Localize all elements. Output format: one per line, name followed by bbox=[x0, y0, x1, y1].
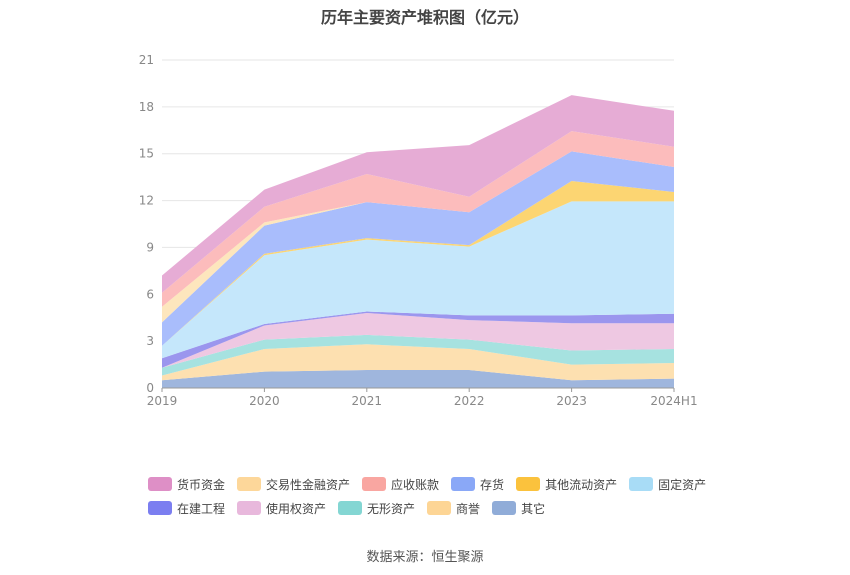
legend-row: 货币资金 交易性金融资产 应收账款 存货 其他流动资产 固定资产 bbox=[148, 472, 768, 496]
x-axis: 2019 2020 2021 2022 2023 2024H1 bbox=[147, 387, 698, 408]
legend-row: 在建工程 使用权资产 无形资产 商誉 其它 bbox=[148, 496, 768, 520]
y-tick-label: 9 bbox=[146, 240, 154, 254]
y-tick-label: 21 bbox=[139, 53, 154, 67]
legend-label: 交易性金融资产 bbox=[266, 477, 351, 492]
legend-label: 应收账款 bbox=[391, 477, 440, 492]
legend-swatch bbox=[148, 501, 172, 515]
legend-item[interactable]: 应收账款 bbox=[362, 472, 439, 496]
y-tick-label: 12 bbox=[139, 194, 154, 208]
x-tick-label: 2019 bbox=[147, 394, 178, 408]
legend-item[interactable]: 存货 bbox=[451, 472, 504, 496]
legend-label: 使用权资产 bbox=[266, 501, 327, 516]
x-tick-label: 2021 bbox=[352, 394, 383, 408]
legend-swatch bbox=[237, 477, 262, 491]
x-tick-label: 2023 bbox=[556, 394, 587, 408]
stacked-area-chart: 0 3 6 9 12 15 18 21 2019 2020 2021 2022 2023 2024H1 bbox=[139, 53, 698, 408]
area-series[interactable] bbox=[162, 131, 674, 307]
area-series[interactable] bbox=[162, 370, 674, 388]
legend-item[interactable]: 固定资产 bbox=[629, 472, 706, 496]
legend-swatch bbox=[338, 501, 363, 515]
area-series[interactable] bbox=[162, 201, 674, 359]
legend-swatch bbox=[516, 477, 541, 491]
area-series[interactable] bbox=[162, 334, 674, 376]
legend-swatch bbox=[362, 477, 387, 491]
area-series[interactable] bbox=[162, 344, 674, 381]
legend-item[interactable]: 商誉 bbox=[427, 496, 480, 520]
area-series[interactable] bbox=[162, 95, 674, 293]
legend-item[interactable]: 其它 bbox=[492, 496, 545, 520]
legend-swatch bbox=[629, 477, 654, 491]
legend-label: 商誉 bbox=[456, 501, 481, 516]
legend-label: 存货 bbox=[480, 477, 505, 492]
legend-label: 无形资产 bbox=[367, 501, 416, 516]
legend-item[interactable]: 无形资产 bbox=[338, 496, 415, 520]
area-series[interactable] bbox=[162, 313, 674, 368]
legend: 货币资金 交易性金融资产 应收账款 存货 其他流动资产 固定资产 在建工程 使用权资产 无形资… bbox=[148, 472, 768, 520]
legend-item[interactable]: 其他流动资产 bbox=[516, 472, 617, 496]
y-tick-label: 15 bbox=[139, 147, 154, 161]
area-series-group bbox=[162, 95, 674, 388]
y-tick-label: 6 bbox=[146, 287, 154, 301]
area-series[interactable] bbox=[162, 181, 674, 346]
legend-item[interactable]: 货币资金 bbox=[148, 472, 225, 496]
y-tick-label: 0 bbox=[146, 381, 154, 395]
legend-label: 其它 bbox=[521, 501, 546, 516]
x-tick-label: 2024H1 bbox=[650, 394, 697, 408]
legend-label: 其他流动资产 bbox=[545, 477, 618, 492]
x-tick-label: 2022 bbox=[454, 394, 485, 408]
legend-label: 固定资产 bbox=[658, 477, 707, 492]
source-note: 数据来源：恒生聚源 bbox=[366, 550, 484, 565]
area-series[interactable] bbox=[162, 151, 674, 346]
legend-swatch bbox=[427, 501, 452, 515]
chart-title: 历年主要资产堆积图（亿元） bbox=[320, 8, 529, 27]
y-tick-label: 18 bbox=[139, 100, 154, 114]
legend-swatch bbox=[451, 477, 476, 491]
legend-label: 货币资金 bbox=[177, 477, 226, 492]
legend-item[interactable]: 使用权资产 bbox=[237, 496, 326, 520]
y-tick-label: 3 bbox=[146, 334, 154, 348]
x-tick-label: 2020 bbox=[249, 394, 280, 408]
legend-label: 在建工程 bbox=[177, 501, 226, 516]
legend-item[interactable]: 在建工程 bbox=[148, 496, 225, 520]
legend-swatch bbox=[148, 477, 172, 491]
legend-item[interactable]: 交易性金融资产 bbox=[237, 472, 350, 496]
legend-swatch bbox=[492, 501, 517, 515]
legend-swatch bbox=[237, 501, 262, 515]
y-axis: 0 3 6 9 12 15 18 21 bbox=[139, 53, 154, 395]
area-series[interactable] bbox=[162, 311, 674, 368]
